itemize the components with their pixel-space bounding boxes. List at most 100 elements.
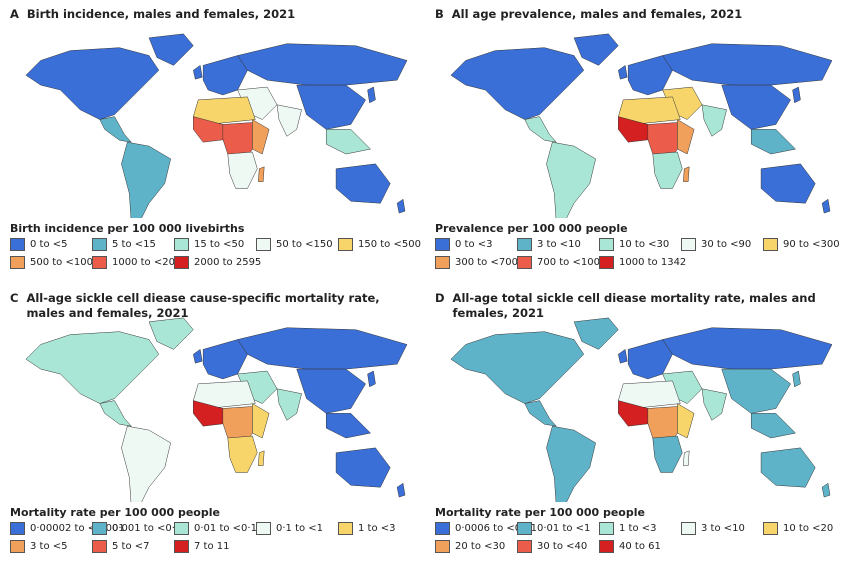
legend-item: 40 to 61	[599, 540, 681, 553]
map-region	[276, 104, 302, 137]
legend-label: 40 to 61	[619, 541, 661, 552]
legend-swatch	[517, 522, 532, 535]
panel-letter: D	[435, 291, 445, 305]
legend-label: 7 to 11	[194, 541, 230, 552]
map-region	[662, 43, 833, 86]
map-region	[296, 84, 366, 130]
map-region	[792, 86, 801, 104]
legend-swatch	[10, 540, 25, 553]
map-region	[396, 198, 406, 214]
legend-item: 300 to <700	[435, 256, 518, 269]
legend-item: 10 to <20	[763, 522, 845, 535]
legend-label: 30 to <40	[537, 541, 588, 552]
legend-label: 30 to <90	[701, 239, 752, 250]
legend-swatch	[435, 522, 450, 535]
map-region	[237, 327, 408, 370]
legend-label: 150 to <500	[358, 239, 421, 250]
legend-item: 0·00002 to <0·001	[10, 522, 125, 535]
legend-swatch	[338, 522, 353, 535]
legend-item: 700 to <1000	[517, 256, 606, 269]
world-map	[25, 317, 408, 502]
map-region	[193, 116, 229, 143]
legend-swatch	[435, 540, 450, 553]
legend-swatch	[92, 540, 107, 553]
legend-item: 1000 to <2000	[92, 256, 188, 269]
legend-swatch	[763, 522, 778, 535]
map-region	[701, 388, 727, 421]
legend: 0 to <5 5 to <15 15 to <50 50 to <150 150 to…	[10, 238, 425, 269]
legend-swatch	[174, 522, 189, 535]
legend-label: 2000 to 2595	[194, 257, 262, 268]
legend-label: 5 to <7	[112, 541, 150, 552]
legend-item: 0 to <3	[435, 238, 517, 251]
legend-label: 300 to <700	[455, 257, 518, 268]
legend-swatch	[92, 238, 107, 251]
panel-title: All-age sickle cell diease cause-specifi…	[26, 291, 380, 320]
map-region	[237, 43, 408, 86]
legend-label: 0 to <5	[30, 239, 68, 250]
legend-swatch	[435, 238, 450, 251]
legend-label: 3 to <10	[537, 239, 581, 250]
panel-heading: C All-age sickle cell diease cause-specif…	[10, 291, 410, 321]
legend-label: 10 to <30	[619, 239, 670, 250]
legend-item: 0·01 to <1	[517, 522, 599, 535]
legend-title: Prevalence per 100 000 people	[435, 222, 628, 235]
legend-swatch	[338, 238, 353, 251]
legend-swatch	[681, 238, 696, 251]
legend-label: 1 to <3	[619, 523, 657, 534]
legend-swatch	[599, 522, 614, 535]
map-region	[662, 327, 833, 370]
legend-swatch	[256, 522, 271, 535]
legend-swatch	[92, 522, 107, 535]
map-region	[325, 413, 372, 439]
legend-swatch	[599, 238, 614, 251]
panel: A Birth incidence, males and females, 202…	[0, 0, 425, 284]
legend-swatch	[92, 256, 107, 269]
panel: D All-age total sickle cell diease mortal…	[425, 284, 850, 568]
legend-item: 30 to <40	[517, 540, 599, 553]
map-region	[296, 368, 366, 414]
map-region	[367, 86, 376, 104]
map-region	[524, 116, 557, 143]
world-map	[450, 317, 833, 502]
legend-label: 700 to <1000	[537, 257, 607, 268]
legend-label: 0 to <3	[455, 239, 493, 250]
map-region	[546, 425, 596, 502]
legend-label: 15 to <50	[194, 239, 245, 250]
map-region	[276, 388, 302, 421]
panel-title: Birth incidence, males and females, 2021	[26, 7, 296, 21]
legend-swatch	[174, 256, 189, 269]
map-region	[193, 64, 203, 80]
legend: 0 to <3 3 to <10 10 to <30 30 to <90 90 to <…	[435, 238, 850, 269]
legend-item: 5 to <7	[92, 540, 174, 553]
legend-title: Birth incidence per 100 000 livebirths	[10, 222, 245, 235]
map-region	[335, 447, 391, 488]
map-region	[683, 166, 690, 182]
map-region	[227, 435, 258, 473]
map-region	[618, 348, 628, 364]
legend-title: Mortality rate per 100 000 people	[10, 506, 220, 519]
map-region	[202, 55, 248, 96]
legend-swatch	[599, 540, 614, 553]
legend: 0·00002 to <0·001 0·001 to <0·01 0·01 to <…	[10, 522, 425, 553]
legend-label: 90 to <300	[783, 239, 840, 250]
map-region	[252, 119, 270, 155]
legend-swatch	[174, 540, 189, 553]
legend-swatch	[763, 238, 778, 251]
legend-label: 0·01 to <0·1	[194, 523, 257, 534]
map-region	[193, 96, 256, 125]
legend-item: 50 to <150	[256, 238, 338, 251]
map-region	[618, 116, 654, 143]
panel: B All age prevalence, males and females, …	[425, 0, 850, 284]
legend-item: 1 to <3	[338, 522, 420, 535]
legend-item: 1000 to 1342	[599, 256, 686, 269]
map-region	[750, 129, 797, 155]
panel-heading: D All-age total sickle cell diease mortal…	[435, 291, 835, 321]
map-region	[193, 348, 203, 364]
legend-item: 0·0006 to <0·01	[435, 522, 537, 535]
map-region	[677, 119, 695, 155]
legend-swatch	[256, 238, 271, 251]
map-region	[821, 198, 831, 214]
map-region	[335, 163, 391, 204]
